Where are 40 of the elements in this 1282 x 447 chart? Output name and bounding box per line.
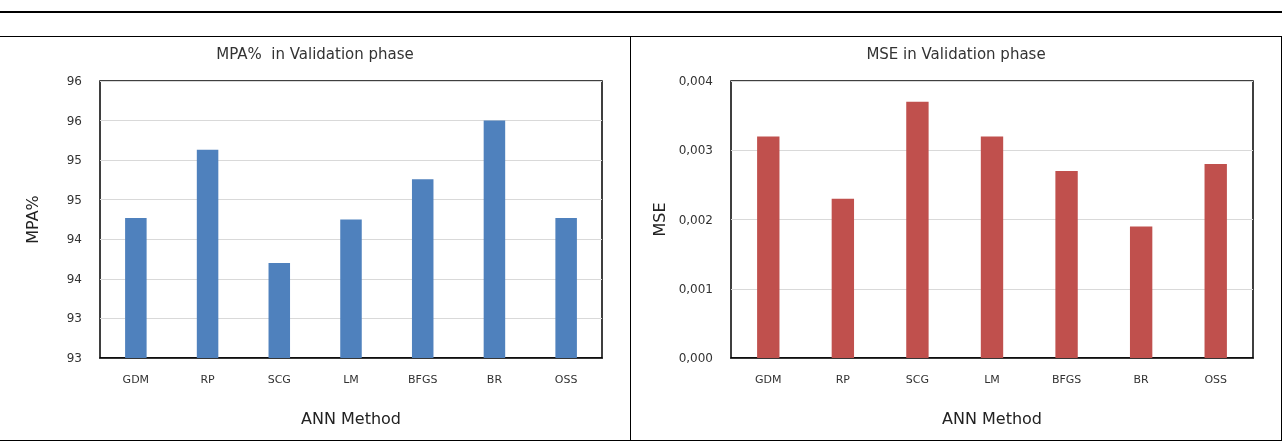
- x-axis-title: ANN Method: [301, 408, 401, 428]
- y-tick-label: 0,002: [678, 212, 713, 227]
- x-tick-label: BR: [486, 373, 503, 386]
- y-tick-label: 94: [66, 271, 82, 286]
- x-tick-label: OSS: [554, 373, 578, 386]
- x-axis-title: ANN Method: [942, 408, 1042, 428]
- y-tick-label: 0,003: [678, 143, 713, 158]
- y-tick-label: 94: [66, 232, 82, 247]
- y-tick-label: 0,001: [678, 281, 713, 296]
- x-tick-label: BFGS: [1051, 373, 1082, 386]
- x-tick-label: LM: [984, 373, 1000, 386]
- bar: [980, 136, 1004, 358]
- y-tick-label: 95: [66, 153, 82, 168]
- x-tick-label: SCG: [267, 373, 291, 386]
- x-tick-label: GDM: [755, 373, 782, 386]
- chart-title: MPA% in Validation phase: [216, 44, 414, 63]
- y-tick-label: 0,004: [678, 74, 713, 88]
- bar: [906, 101, 929, 358]
- x-tick-label: BFGS: [408, 373, 438, 386]
- bar: [1055, 171, 1078, 358]
- y-tick-label: 96: [66, 74, 82, 88]
- x-tick-label: SCG: [905, 373, 930, 386]
- bar: [1129, 226, 1153, 358]
- bar: [1204, 164, 1227, 358]
- y-tick-label: 96: [66, 113, 82, 128]
- chart-title: MSE in Validation phase: [866, 44, 1046, 63]
- x-tick-label: RP: [200, 373, 216, 386]
- y-tick-label: 95: [66, 192, 82, 207]
- x-tick-label: RP: [835, 373, 851, 386]
- bar: [831, 198, 855, 358]
- y-tick-label: 93: [66, 311, 82, 326]
- x-tick-label: LM: [343, 373, 359, 386]
- x-tick-label: GDM: [122, 373, 150, 386]
- x-tick-label: BR: [1133, 373, 1150, 386]
- x-tick-label: OSS: [1204, 373, 1228, 386]
- y-tick-label: 0,000: [678, 351, 713, 365]
- y-axis-title: MSE: [650, 202, 670, 237]
- bar: [757, 136, 780, 358]
- y-axis-title: MPA%: [22, 195, 42, 244]
- y-tick-label: 93: [66, 351, 82, 365]
